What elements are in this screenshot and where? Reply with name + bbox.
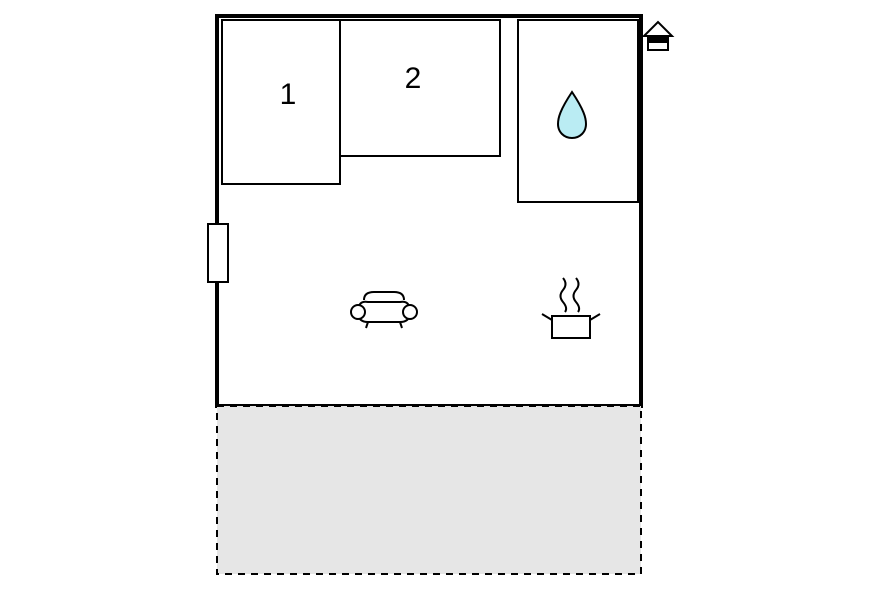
- door-slot: [208, 224, 228, 282]
- house-compass-icon: [644, 22, 672, 50]
- floorplan-canvas: 1 2: [0, 0, 896, 597]
- outdoor-patio: [217, 406, 641, 574]
- room-2-label: 2: [405, 62, 422, 95]
- room-1-label: 1: [280, 78, 297, 111]
